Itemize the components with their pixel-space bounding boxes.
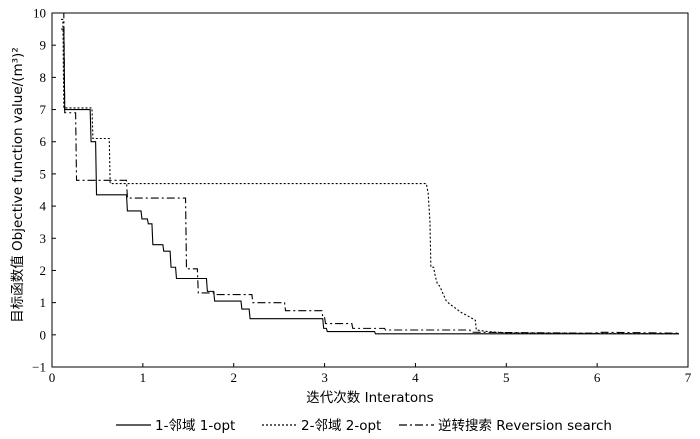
y-tick-label: 5 [40,166,47,181]
x-tick-label: 7 [685,370,692,385]
legend-item-reversion: 逆转搜索 Reversion search [399,418,612,434]
series-lines [61,12,679,335]
x-tick-label: 5 [503,370,510,385]
series-line-2 [61,18,679,335]
x-tick-label: 4 [412,370,419,385]
y-tick-label: 7 [40,102,47,117]
legend-label-reversion: 逆转搜索 Reversion search [438,418,612,434]
legend-label-2opt: 2-邻域 2-opt [301,418,381,434]
y-axis-label: 目标函数值 Objective function value/(m³)² [10,47,26,322]
y-tick-label: 10 [33,6,46,21]
x-tick-label: 3 [321,370,328,385]
legend: 1-邻域 1-opt 2-邻域 2-opt 逆转搜索 Reversion sea… [116,418,612,434]
x-tick-label: 2 [230,370,237,385]
x-tick-label: 0 [49,370,56,385]
x-tick-label: 6 [594,370,601,385]
plot-frame [51,12,689,368]
y-tick-label: 4 [40,199,47,214]
series-line-1 [61,28,679,335]
x-axis-label: 迭代次数 Interatons [306,390,433,406]
legend-label-1opt: 1-邻域 1-opt [155,418,235,434]
y-tick-label: 1 [40,295,47,310]
y-tick-label: −1 [32,360,46,375]
x-tick-label: 1 [140,370,147,385]
x-axis-ticks: 0 1 2 3 4 5 6 7 [49,363,692,385]
legend-item-2opt: 2-邻域 2-opt [262,418,381,434]
y-tick-label: 9 [40,38,47,53]
series-line-3 [61,12,679,334]
y-axis-ticks: −1 0 1 2 3 4 5 6 7 8 9 10 [32,6,56,375]
y-tick-label: 3 [40,231,47,246]
y-tick-label: 6 [40,134,47,149]
y-tick-label: 0 [40,327,47,342]
legend-item-1opt: 1-邻域 1-opt [116,418,235,434]
y-tick-label: 2 [40,263,47,278]
y-tick-label: 8 [40,70,47,85]
